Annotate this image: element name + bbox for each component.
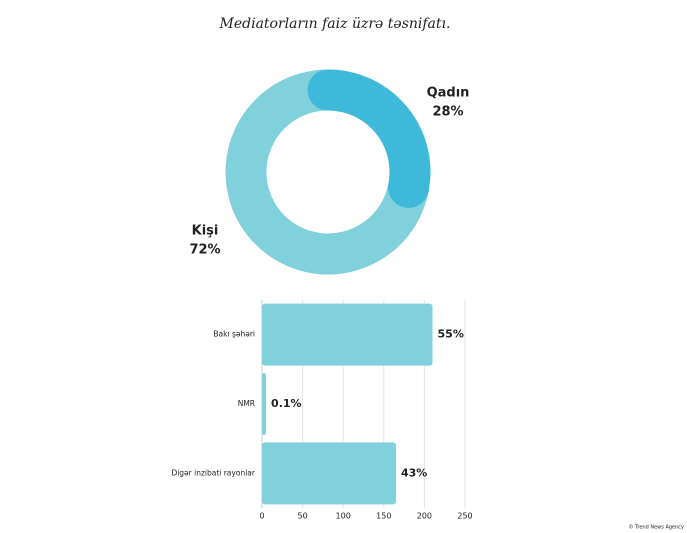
donut-slice [307,69,431,208]
x-tick-label: 50 [298,512,308,521]
y-tick-label: Bakı şəhəri [213,330,255,339]
x-tick-label: 250 [457,512,472,521]
bar [262,373,267,435]
y-tick-label: Digər inzibati rayonlar [171,468,255,477]
x-tick-label: 0 [259,512,264,521]
x-tick-label: 200 [417,512,432,521]
donut-slice [225,69,429,275]
value-label: 0.1% [271,397,302,410]
slice-label: Qadın [427,86,470,101]
slice-label: Kişi [192,224,219,239]
x-tick-label: 150 [376,512,391,521]
chart-title: Mediatorların faiz üzrə təsnifatı. [219,16,451,32]
slice-value: 28% [432,105,463,120]
bar [262,303,433,366]
x-tick-label: 100 [336,512,351,521]
footer: © Trend News Agency [628,524,684,531]
value-label: 55% [438,328,464,341]
slice-value: 72% [189,243,220,258]
y-tick-label: NMR [238,399,255,408]
value-label: 43% [401,466,427,479]
bar [262,442,396,505]
